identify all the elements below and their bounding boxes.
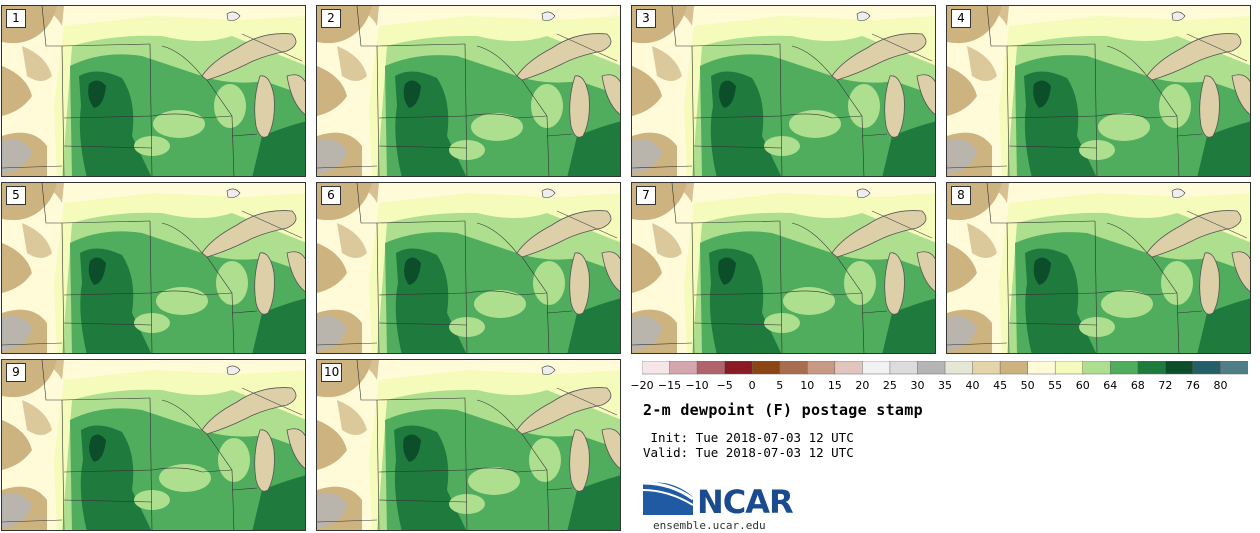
colorbar-tick-label: 60 xyxy=(1075,379,1090,392)
postage-stamp-panel[interactable]: 1 xyxy=(1,5,306,177)
colorbar-tick-label: 40 xyxy=(965,379,980,392)
member-number-label: 4 xyxy=(951,9,971,28)
colorbar-swatch xyxy=(889,361,919,375)
ncar-logo-text: NCAR xyxy=(697,483,794,521)
colorbar-swatch xyxy=(1192,361,1222,375)
postage-stamp-panel[interactable]: 3 xyxy=(631,5,936,177)
colorbar-tick-label: −15 xyxy=(657,379,682,392)
map-title: 2-m dewpoint (F) postage stamp xyxy=(643,401,923,419)
dewpoint-map xyxy=(317,6,620,176)
colorbar-tick-label: 30 xyxy=(910,379,925,392)
colorbar-swatch xyxy=(917,361,946,375)
colorbar-tick-label: 25 xyxy=(882,379,897,392)
colorbar-tick-label: 76 xyxy=(1185,379,1200,392)
dewpoint-map xyxy=(317,183,620,353)
colorbar-tick-label: −10 xyxy=(685,379,709,392)
colorbar-swatch xyxy=(669,361,698,375)
colorbar-tick-label: 55 xyxy=(1048,379,1063,392)
dewpoint-map xyxy=(632,183,935,353)
colorbar-tick-label: 10 xyxy=(800,379,815,392)
dewpoint-map xyxy=(2,360,305,530)
dewpoint-map xyxy=(317,360,620,530)
colorbar-tick-label: 72 xyxy=(1158,379,1173,392)
postage-stamp-panel[interactable]: 6 xyxy=(316,182,621,354)
colorbar-swatch xyxy=(1027,361,1056,375)
colorbar-tick-label: 45 xyxy=(993,379,1008,392)
colorbar-swatch xyxy=(1082,361,1112,375)
colorbar-tick-label: 64 xyxy=(1103,379,1118,392)
dewpoint-map xyxy=(2,6,305,176)
colorbar-swatch xyxy=(1137,361,1167,375)
colorbar-swatch xyxy=(1110,361,1139,375)
colorbar-swatch xyxy=(1054,361,1084,375)
dewpoint-map xyxy=(947,183,1250,353)
member-number-label: 5 xyxy=(6,186,26,205)
colorbar-tick-label: 0 xyxy=(748,379,756,392)
member-number-label: 2 xyxy=(321,9,341,28)
colorbar-swatch xyxy=(862,361,891,375)
postage-stamp-panel[interactable]: 8 xyxy=(946,182,1251,354)
colorbar-swatch xyxy=(999,361,1029,375)
postage-stamp-panel[interactable]: 4 xyxy=(946,5,1251,177)
colorbar-swatch xyxy=(696,361,726,375)
ncar-logo-icon xyxy=(643,481,694,515)
colorbar-swatch xyxy=(1220,361,1248,375)
colorbar-swatch xyxy=(834,361,864,375)
colorbar-swatch xyxy=(972,361,1001,375)
member-number-label: 7 xyxy=(636,186,656,205)
dewpoint-colorbar xyxy=(642,361,1248,375)
colorbar-swatch xyxy=(807,361,836,375)
colorbar-tick-label: 35 xyxy=(938,379,952,392)
member-number-label: 9 xyxy=(6,363,26,382)
dewpoint-map xyxy=(632,6,935,176)
colorbar-tick-label: 80 xyxy=(1213,379,1228,392)
postage-stamp-panel[interactable]: 5 xyxy=(1,182,306,354)
postage-stamp-panel[interactable]: 10 xyxy=(316,359,621,531)
colorbar-swatch xyxy=(779,361,809,375)
member-number-label: 10 xyxy=(321,363,343,382)
dewpoint-map xyxy=(947,6,1250,176)
postage-stamp-panel[interactable]: 9 xyxy=(1,359,306,531)
colorbar-tick-label: −20 xyxy=(630,379,654,392)
colorbar-swatch xyxy=(751,361,781,375)
colorbar-tick-label: 68 xyxy=(1130,379,1145,392)
postage-stamp-panel[interactable]: 2 xyxy=(316,5,621,177)
valid-time: Valid: Tue 2018-07-03 12 UTC xyxy=(643,445,854,460)
postage-stamp-panel[interactable]: 7 xyxy=(631,182,936,354)
colorbar-swatch xyxy=(724,361,753,375)
colorbar-swatch xyxy=(944,361,974,375)
member-number-label: 8 xyxy=(951,186,971,205)
member-number-label: 1 xyxy=(6,9,26,28)
colorbar-tick-label: 20 xyxy=(855,379,870,392)
colorbar-tick-label: 50 xyxy=(1020,379,1035,392)
member-number-label: 6 xyxy=(321,186,341,205)
colorbar-tick-label: 5 xyxy=(776,379,784,392)
colorbar-swatch xyxy=(1165,361,1194,375)
colorbar-tick-label: −5 xyxy=(716,379,733,392)
colorbar-tick-label: 15 xyxy=(827,379,842,392)
dewpoint-map xyxy=(2,183,305,353)
site-url[interactable]: ensemble.ucar.edu xyxy=(653,519,766,532)
colorbar-swatch xyxy=(642,361,671,375)
init-time: Init: Tue 2018-07-03 12 UTC xyxy=(643,430,854,445)
member-number-label: 3 xyxy=(636,9,656,28)
